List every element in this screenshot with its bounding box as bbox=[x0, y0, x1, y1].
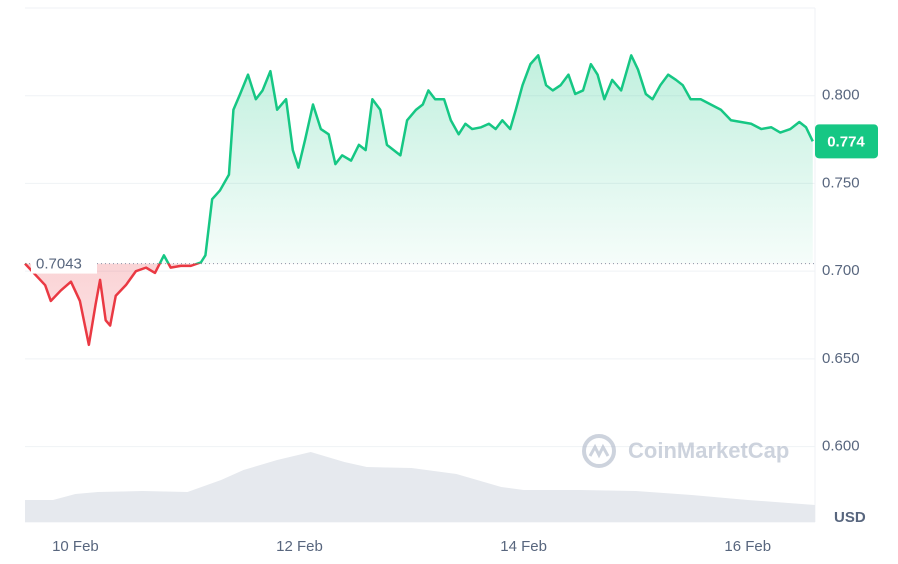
x-tick-label: 14 Feb bbox=[500, 538, 547, 555]
watermark-logo-mark bbox=[588, 443, 610, 459]
baseline-label-bg bbox=[31, 253, 97, 274]
y-axis-label: USD bbox=[834, 509, 866, 526]
watermark: CoinMarketCap bbox=[582, 434, 789, 468]
y-tick-label: 0.700 bbox=[822, 262, 860, 279]
price-badge-label: 0.774 bbox=[827, 133, 865, 150]
y-tick-label: 0.750 bbox=[822, 174, 860, 191]
y-tick-label: 0.600 bbox=[822, 438, 860, 455]
price-badge bbox=[815, 124, 878, 159]
y-tick-label: 0.650 bbox=[822, 350, 860, 367]
watermark-logo bbox=[582, 434, 616, 468]
y-tick-label: 0.800 bbox=[822, 87, 860, 104]
price-line bbox=[24, 54, 814, 347]
volume-area bbox=[25, 452, 815, 522]
x-tick-label: 16 Feb bbox=[724, 538, 771, 555]
baseline-label: 0.7043 bbox=[36, 256, 82, 273]
x-tick-label: 12 Feb bbox=[276, 538, 323, 555]
price-area bbox=[25, 55, 813, 345]
x-tick-label: 10 Feb bbox=[52, 538, 99, 555]
watermark-text: CoinMarketCap bbox=[628, 438, 789, 463]
